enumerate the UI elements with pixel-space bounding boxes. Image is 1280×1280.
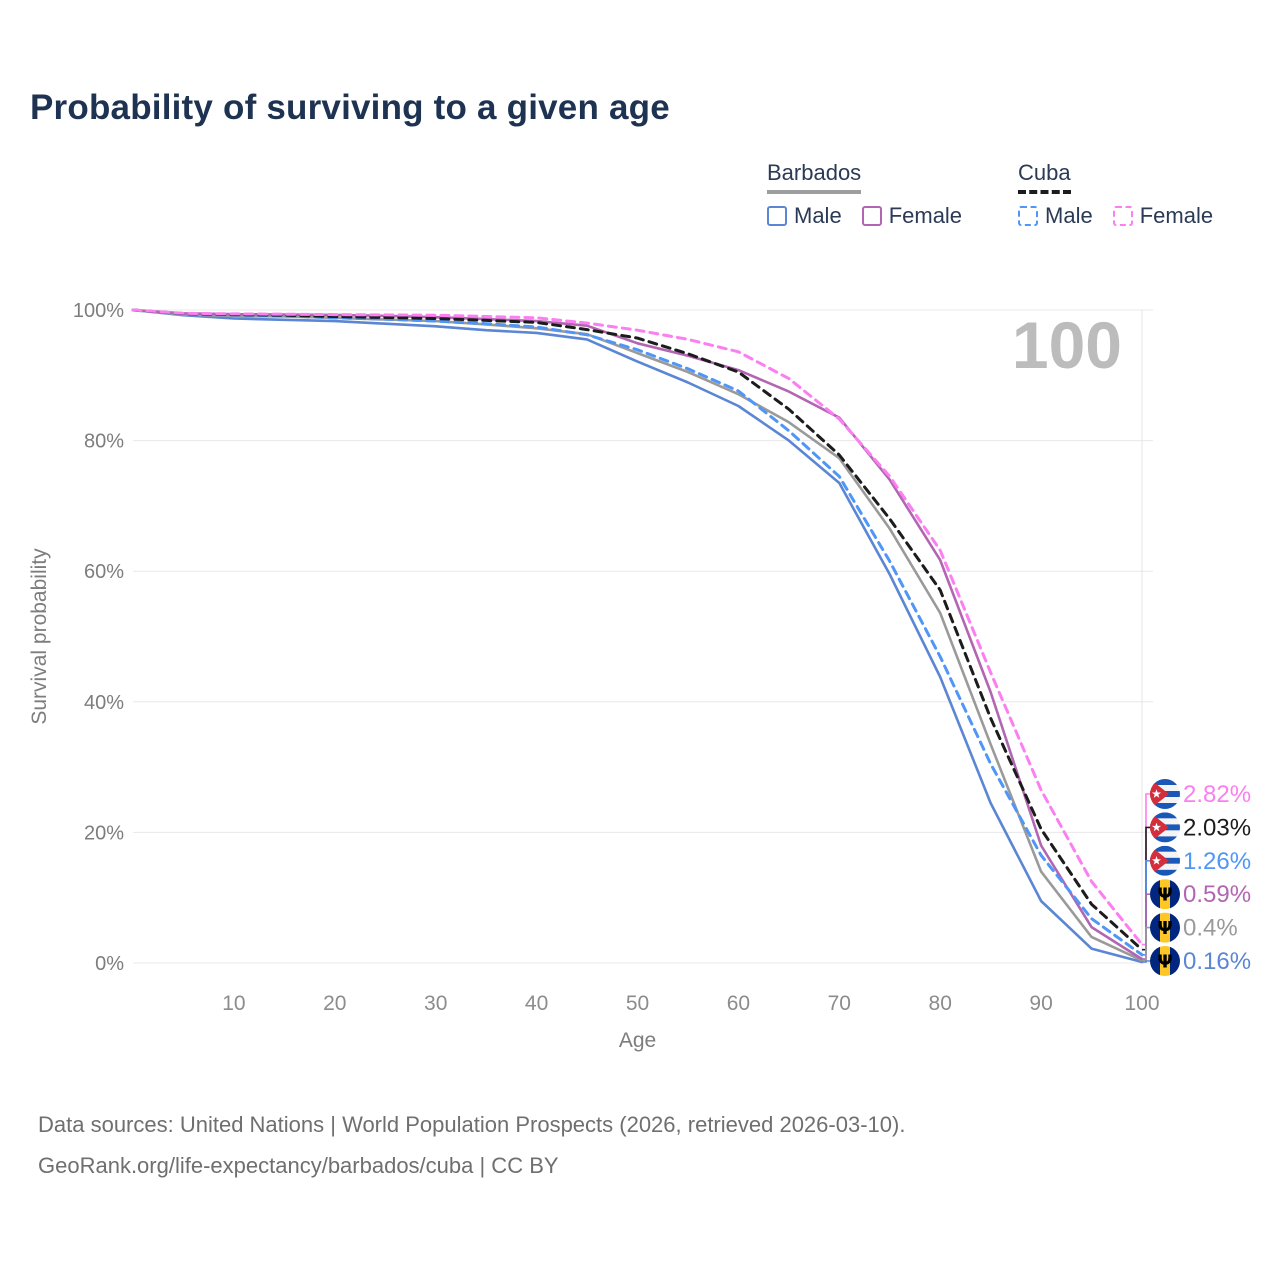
svg-text:40%: 40% xyxy=(84,692,124,714)
series-line-cuba-female xyxy=(131,308,1144,947)
footer: Data sources: United Nations | World Pop… xyxy=(38,1104,905,1186)
series-lines xyxy=(131,308,1144,964)
barbados-flag-icon xyxy=(1150,946,1180,976)
svg-text:80%: 80% xyxy=(84,431,124,453)
attribution-line: GeoRank.org/life-expectancy/barbados/cub… xyxy=(38,1153,559,1178)
leader-line xyxy=(1142,893,1150,960)
svg-text:90: 90 xyxy=(1029,992,1052,1015)
checkbox-icon[interactable] xyxy=(1018,206,1039,226)
y-axis: 0% 20% 40% 60% 80% 100% Survival probability xyxy=(28,300,124,975)
svg-text:10: 10 xyxy=(222,992,245,1015)
gridlines xyxy=(133,309,1153,964)
barbados-flag-icon xyxy=(1150,879,1180,909)
legend-item-barbados-female[interactable]: Female xyxy=(861,203,963,229)
leader-line xyxy=(1142,960,1150,963)
age-watermark: 100 xyxy=(1012,308,1122,382)
legend-item-label: Male xyxy=(1045,203,1093,228)
svg-text:70: 70 xyxy=(828,992,851,1015)
end-value-label: 0.16% xyxy=(1183,948,1251,975)
end-labels: 2.82% 2.03% 1.26% 0.59% 0.4% 0.16% xyxy=(1142,779,1251,976)
checkbox-icon[interactable] xyxy=(767,206,787,226)
legend-country-barbados[interactable]: Barbados xyxy=(767,160,862,194)
legend-item-label: Male xyxy=(794,203,842,228)
cuba-flag-icon xyxy=(1150,779,1180,809)
legend-item-label: Female xyxy=(888,203,963,228)
svg-text:40: 40 xyxy=(525,992,548,1015)
x-axis: 10 20 30 40 50 60 70 80 90 100 Age xyxy=(222,992,1159,1052)
end-value-label: 2.03% xyxy=(1183,814,1251,841)
checkbox-icon[interactable] xyxy=(1112,206,1133,226)
legend-item-barbados-male[interactable]: Male xyxy=(767,203,842,229)
svg-text:60: 60 xyxy=(727,992,750,1015)
barbados-flag-icon xyxy=(1150,913,1180,943)
plot-area[interactable] xyxy=(133,310,1142,963)
legend-item-cuba-female[interactable]: Female xyxy=(1112,203,1214,229)
end-value-label: 2.82% xyxy=(1183,781,1251,808)
end-value-label: 0.59% xyxy=(1183,881,1251,908)
data-sources-line: Data sources: United Nations | World Pop… xyxy=(38,1112,906,1137)
legend-group-barbados: Barbados Male Female xyxy=(767,160,962,229)
svg-text:100%: 100% xyxy=(73,300,124,322)
legend-item-cuba-male[interactable]: Male xyxy=(1018,203,1093,229)
legend-group-cuba: Cuba Male Female xyxy=(1018,160,1213,229)
cuba-flag-icon xyxy=(1150,846,1180,876)
svg-text:20%: 20% xyxy=(84,822,124,844)
series-line-barbados-male xyxy=(131,308,1144,964)
leader-line xyxy=(1142,926,1150,962)
legend-item-label: Female xyxy=(1139,203,1214,228)
svg-text:20: 20 xyxy=(323,992,346,1015)
cuba-flag-icon xyxy=(1150,812,1180,842)
svg-text:80: 80 xyxy=(929,992,952,1015)
end-value-label: 0.4% xyxy=(1183,915,1238,942)
svg-text:30: 30 xyxy=(424,992,447,1015)
x-axis-title: Age xyxy=(619,1029,656,1052)
svg-text:100: 100 xyxy=(1124,992,1159,1015)
y-axis-title: Survival probability xyxy=(28,548,51,725)
svg-text:60%: 60% xyxy=(84,561,124,583)
end-value-label: 1.26% xyxy=(1183,848,1251,875)
page-title: Probability of surviving to a given age xyxy=(30,88,670,127)
legend-country-cuba[interactable]: Cuba xyxy=(1018,160,1071,194)
chart-legend: Barbados Male Female Cuba Male xyxy=(767,160,1213,229)
svg-text:50: 50 xyxy=(626,992,649,1015)
checkbox-icon[interactable] xyxy=(861,206,882,226)
svg-text:0%: 0% xyxy=(95,953,124,975)
